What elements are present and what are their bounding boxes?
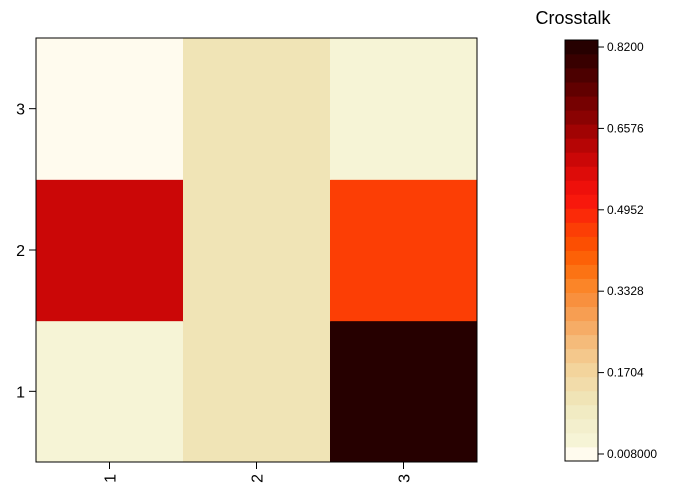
x-tick-label: 2 — [250, 474, 267, 483]
heatmap-cell-x3-y2 — [330, 179, 478, 322]
colorbar-tick-label: 0.3328 — [607, 284, 644, 298]
heatmap-cell-x1-y3 — [36, 38, 184, 180]
colorbar-swatch — [565, 432, 598, 448]
heatmap-cell-x2-y1 — [183, 320, 331, 463]
x-tick-label: 3 — [397, 474, 414, 483]
colorbar-swatch — [565, 390, 598, 406]
colorbar-swatch — [565, 278, 598, 293]
x-tick-label: 1 — [103, 474, 120, 483]
colorbar-swatch — [565, 194, 598, 209]
colorbar-ticks: 0.8200 0.6576 0.4952 0.3328 0.1704 0.008000 — [598, 40, 657, 461]
colorbar-swatch — [565, 110, 598, 125]
colorbar-swatch — [565, 320, 598, 336]
colorbar-swatch — [565, 54, 598, 69]
colorbar-swatch — [565, 68, 598, 83]
colorbar-swatch — [565, 82, 598, 97]
colorbar-swatch — [565, 96, 598, 111]
colorbar-tick-label: 0.6576 — [607, 121, 644, 135]
heatmap-cell-x1-y2 — [36, 179, 184, 322]
y-tick-label: 3 — [16, 102, 25, 119]
colorbar-swatch — [565, 404, 598, 420]
colorbar-tick-label: 0.1704 — [607, 366, 644, 380]
heatmap-cells — [36, 38, 478, 463]
colorbar-swatch — [565, 348, 598, 364]
colorbar-tick-label: 0.8200 — [607, 40, 644, 54]
y-axis: 1 2 3 — [16, 102, 36, 401]
heatmap-cell-x3-y1 — [330, 320, 478, 463]
colorbar-swatch — [565, 362, 598, 378]
colorbar-swatch — [565, 334, 598, 350]
heatmap-cell-x2-y2 — [183, 179, 331, 322]
colorbar-tick-label: 0.008000 — [607, 447, 657, 461]
y-tick-label: 2 — [16, 243, 25, 260]
heatmap-cell-x3-y3 — [330, 38, 478, 180]
colorbar-swatch — [565, 40, 598, 55]
colorbar-swatch — [565, 264, 598, 279]
colorbar: Crosstalk 0.8200 0.6576 0.4952 0.3328 0.1704… — [535, 8, 657, 462]
colorbar-swatch — [565, 376, 598, 392]
heatmap-cell-x2-y3 — [183, 38, 331, 180]
colorbar-swatch — [565, 208, 598, 223]
colorbar-swatch — [565, 446, 598, 462]
colorbar-swatches — [565, 40, 598, 462]
heatmap-cell-x1-y1 — [36, 320, 184, 463]
colorbar-swatch — [565, 292, 598, 308]
colorbar-swatch — [565, 236, 598, 251]
colorbar-frame — [564, 39, 599, 462]
y-tick-label: 1 — [16, 384, 25, 401]
colorbar-swatch — [565, 138, 598, 153]
colorbar-swatch — [565, 180, 598, 195]
colorbar-swatch — [565, 418, 598, 434]
colorbar-swatch — [565, 166, 598, 181]
colorbar-swatch — [565, 222, 598, 237]
colorbar-swatch — [565, 306, 598, 322]
x-axis: 1 2 3 — [103, 462, 414, 483]
colorbar-title: Crosstalk — [535, 8, 611, 28]
colorbar-swatch — [565, 124, 598, 139]
colorbar-tick-label: 0.4952 — [607, 203, 644, 217]
colorbar-swatch — [565, 250, 598, 265]
colorbar-swatch — [565, 152, 598, 167]
